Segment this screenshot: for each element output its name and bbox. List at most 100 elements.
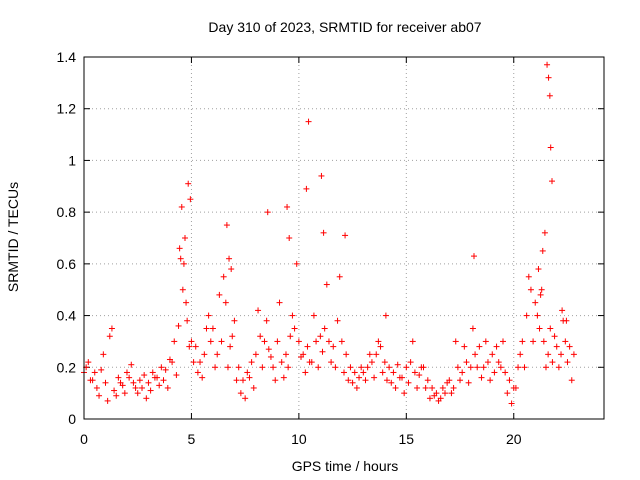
data-point <box>197 359 204 366</box>
data-point <box>237 390 244 397</box>
x-tick-label: 10 <box>291 431 307 447</box>
data-point <box>235 364 242 371</box>
data-point <box>310 312 317 319</box>
data-point <box>426 395 433 402</box>
data-point <box>409 338 416 345</box>
data-point <box>151 374 158 381</box>
data-point <box>128 361 135 368</box>
data-point <box>252 351 259 358</box>
x-tick-label: 0 <box>80 431 88 447</box>
data-point <box>343 351 350 358</box>
data-point <box>377 343 384 350</box>
data-point <box>570 351 577 358</box>
y-tick-label: 0.4 <box>57 308 77 324</box>
data-point <box>132 384 139 391</box>
data-point <box>123 369 130 376</box>
data-point <box>364 364 371 371</box>
data-point <box>540 338 547 345</box>
data-point <box>535 266 542 273</box>
data-point <box>164 384 171 391</box>
data-point <box>228 266 235 273</box>
y-tick-label: 0.6 <box>57 256 77 272</box>
data-point <box>521 364 528 371</box>
y-tick-label: 1.4 <box>57 49 77 65</box>
data-point <box>512 384 519 391</box>
data-point <box>280 374 287 381</box>
data-point <box>173 372 180 379</box>
data-point <box>145 379 152 386</box>
data-point <box>549 178 555 185</box>
data-point <box>482 338 489 345</box>
data-point <box>203 325 210 332</box>
data-point <box>233 377 240 384</box>
data-point <box>551 333 558 340</box>
data-point <box>394 361 401 368</box>
data-point <box>407 359 414 366</box>
data-point <box>87 377 94 384</box>
y-tick-label: 1 <box>68 152 76 168</box>
data-point <box>139 384 146 391</box>
data-point <box>392 384 399 391</box>
data-point <box>289 312 296 319</box>
data-point <box>527 286 534 293</box>
data-point <box>175 322 182 329</box>
data-point <box>429 384 436 391</box>
y-tick-label: 1.2 <box>57 101 77 117</box>
data-point <box>362 377 369 384</box>
data-point <box>476 343 483 350</box>
data-point <box>478 374 485 381</box>
data-point <box>291 325 298 332</box>
data-point <box>158 364 165 371</box>
data-point <box>336 273 343 280</box>
data-point <box>264 209 271 216</box>
data-point <box>313 338 320 345</box>
data-point <box>218 338 225 345</box>
data-point <box>320 229 327 236</box>
data-point <box>454 364 461 371</box>
data-point <box>319 348 326 355</box>
data-point <box>471 253 477 260</box>
data-point <box>222 299 229 306</box>
x-tick-label: 20 <box>506 431 522 447</box>
plot-frame <box>83 56 605 420</box>
data-point <box>465 379 472 386</box>
data-point <box>405 379 412 386</box>
data-point <box>147 387 154 394</box>
y-tick-label: 0 <box>68 411 76 427</box>
data-point <box>424 377 431 384</box>
data-point <box>422 384 429 391</box>
data-point <box>282 351 289 358</box>
data-point <box>177 255 184 262</box>
data-point <box>515 364 522 371</box>
y-tick-label: 0.8 <box>57 204 77 220</box>
data-point <box>530 338 537 345</box>
data-point <box>246 374 253 381</box>
data-point <box>263 317 270 324</box>
data-point <box>194 369 201 376</box>
data-point <box>285 364 292 371</box>
data-point <box>562 338 569 345</box>
data-point <box>441 390 448 397</box>
data-point <box>414 384 421 391</box>
data-point <box>284 203 291 210</box>
data-point <box>91 369 98 376</box>
data-point <box>347 364 354 371</box>
data-point <box>321 325 328 332</box>
data-point <box>205 312 212 319</box>
data-point <box>325 338 332 345</box>
data-point <box>141 372 148 379</box>
data-point <box>306 359 313 366</box>
data-point <box>342 232 349 239</box>
data-point <box>539 247 546 254</box>
data-point <box>180 260 187 267</box>
data-point <box>267 353 274 360</box>
data-point <box>382 312 389 319</box>
data-point <box>257 333 264 340</box>
data-point <box>547 325 554 332</box>
data-point <box>351 369 358 376</box>
data-point <box>332 364 339 371</box>
data-point <box>371 374 378 381</box>
data-point <box>96 392 103 399</box>
data-point <box>502 369 509 376</box>
